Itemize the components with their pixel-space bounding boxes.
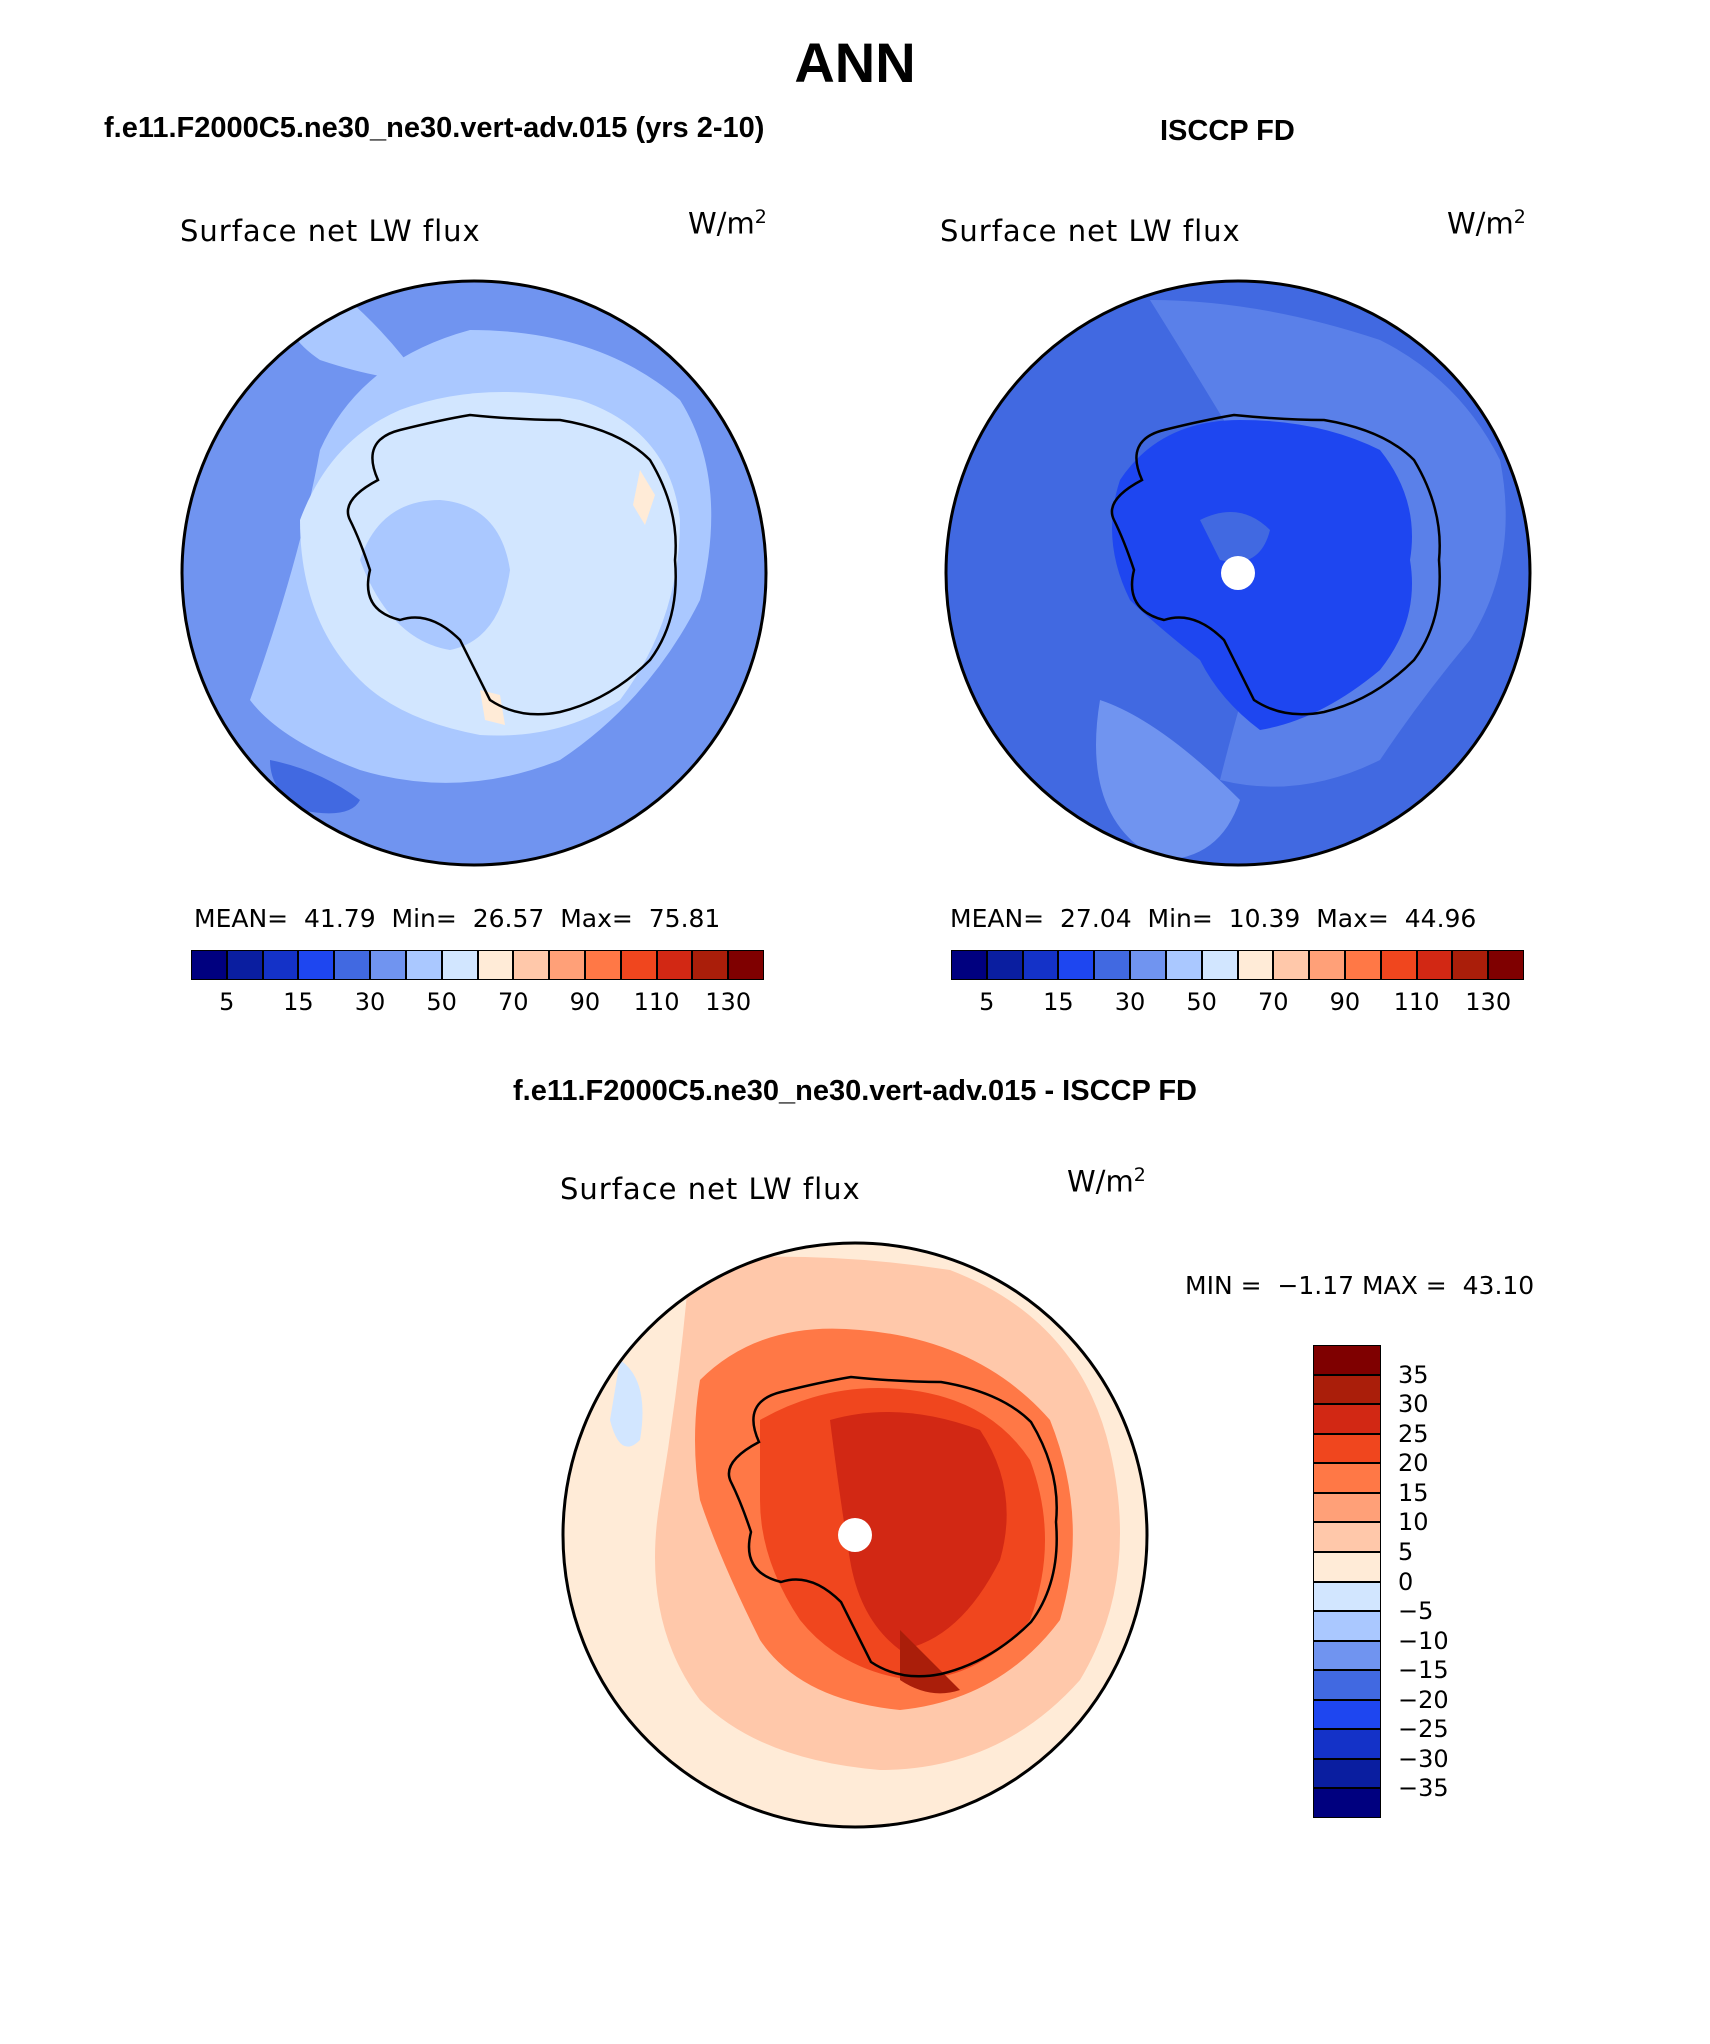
colorbar-tick-label: 5	[219, 988, 235, 1016]
colorbar-swatch	[513, 950, 550, 980]
colorbar-tick-label: −5	[1398, 1597, 1434, 1626]
colorbar-tick-label: 50	[1186, 988, 1217, 1016]
colorbar-tick-label: 70	[1258, 988, 1289, 1016]
colorbar-swatch	[1313, 1492, 1381, 1523]
obs-colorbar-ticks: 5 15 30 50 70 90 110 130	[951, 988, 1524, 1018]
colorbar-swatch	[620, 950, 657, 980]
colorbar-swatch	[1313, 1345, 1381, 1375]
colorbar-swatch	[1313, 1433, 1381, 1464]
colorbar-tick-label: 30	[354, 988, 386, 1016]
diff-stats: MIN = −1.17 MAX = 43.10	[1185, 1271, 1535, 1300]
model-stats: MEAN= 41.79 Min= 26.57 Max= 75.81	[194, 904, 721, 933]
colorbar-swatch	[477, 950, 514, 980]
colorbar-swatch	[656, 950, 693, 980]
colorbar-swatch	[549, 950, 585, 980]
obs-case-title: ISCCP FD	[1160, 115, 1295, 147]
colorbar-tick-label: 15	[1043, 988, 1074, 1016]
colorbar-swatch	[1313, 1581, 1381, 1612]
colorbar-tick-label: 110	[633, 988, 680, 1016]
diff-colorbar-ticks: 35 30 25 20 15 10 5 0 −5 −10 −15 −20 −25 −30 −35	[1398, 1345, 1518, 1818]
colorbar-tick-label: 50	[426, 988, 457, 1016]
colorbar-swatch	[1058, 950, 1095, 980]
obs-stats: MEAN= 27.04 Min= 10.39 Max= 44.96	[950, 904, 1477, 933]
model-case-title: f.e11.F2000C5.ne30_ne30.vert-adv.015 (yr…	[104, 112, 765, 144]
figure-title: ANN	[794, 31, 916, 94]
obs-units: W/m2	[1447, 206, 1526, 241]
colorbar-tick-label: 15	[283, 988, 314, 1016]
colorbar-swatch	[1094, 950, 1131, 980]
colorbar-tick-label: −30	[1398, 1744, 1449, 1773]
colorbar-swatch	[1313, 1611, 1381, 1641]
colorbar-swatch	[1165, 950, 1202, 980]
colorbar-swatch	[1313, 1404, 1381, 1434]
colorbar-tick-label: 35	[1398, 1360, 1429, 1389]
colorbar-tick-label: 5	[979, 988, 995, 1016]
colorbar-swatch	[1313, 1640, 1381, 1671]
colorbar-swatch	[1313, 1788, 1381, 1818]
colorbar-tick-label: 0	[1398, 1567, 1414, 1596]
colorbar-tick-label: 5	[1398, 1537, 1414, 1566]
colorbar-swatch	[298, 950, 335, 980]
colorbar-swatch	[1313, 1463, 1381, 1493]
colorbar-swatch	[951, 950, 987, 980]
colorbar-tick-label: 130	[1465, 988, 1512, 1016]
model-colorbar	[191, 950, 764, 980]
colorbar-swatch	[370, 950, 406, 980]
colorbar-tick-label: 130	[705, 988, 752, 1016]
colorbar-tick-label: 90	[1329, 988, 1361, 1016]
model-colorbar-ticks: 5 15 30 50 70 90 110 130	[191, 988, 764, 1018]
colorbar-swatch	[1380, 950, 1417, 980]
colorbar-tick-label: 20	[1398, 1449, 1429, 1478]
colorbar-swatch	[1488, 950, 1524, 980]
colorbar-swatch	[226, 950, 263, 980]
colorbar-swatch	[1416, 950, 1453, 980]
colorbar-swatch	[1309, 950, 1345, 980]
diff-units: W/m2	[1067, 1164, 1146, 1199]
diff-case-title: f.e11.F2000C5.ne30_ne30.vert-adv.015 - I…	[512, 1075, 1197, 1107]
colorbar-tick-label: −15	[1398, 1656, 1449, 1685]
colorbar-swatch	[1313, 1729, 1381, 1759]
colorbar-tick-label: 10	[1398, 1508, 1429, 1537]
colorbar-tick-label: 15	[1398, 1478, 1429, 1507]
colorbar-swatch	[441, 950, 478, 980]
model-units: W/m2	[688, 206, 767, 241]
colorbar-tick-label: 70	[498, 988, 529, 1016]
colorbar-swatch	[1130, 950, 1166, 980]
colorbar-swatch	[262, 950, 299, 980]
colorbar-swatch	[986, 950, 1023, 980]
colorbar-swatch	[692, 950, 729, 980]
colorbar-swatch	[1022, 950, 1059, 980]
colorbar-swatch	[1313, 1670, 1381, 1700]
colorbar-swatch	[728, 950, 764, 980]
colorbar-swatch	[1313, 1699, 1381, 1730]
colorbar-swatch	[1313, 1758, 1381, 1789]
obs-variable-label: Surface net LW flux	[940, 214, 1241, 248]
colorbar-swatch	[1201, 950, 1238, 980]
colorbar-swatch	[1313, 1374, 1381, 1405]
colorbar-swatch	[1313, 1522, 1381, 1552]
colorbar-swatch	[1237, 950, 1274, 980]
colorbar-swatch	[334, 950, 371, 980]
colorbar-tick-label: 30	[1114, 988, 1146, 1016]
colorbar-swatch	[1313, 1551, 1381, 1582]
colorbar-tick-label: −35	[1398, 1774, 1449, 1803]
colorbar-tick-label: 25	[1398, 1419, 1429, 1448]
obs-colorbar	[951, 950, 1524, 980]
colorbar-tick-label: 30	[1398, 1390, 1429, 1419]
colorbar-swatch	[584, 950, 621, 980]
colorbar-swatch	[1273, 950, 1310, 980]
colorbar-swatch	[191, 950, 227, 980]
colorbar-tick-label: 110	[1393, 988, 1440, 1016]
colorbar-tick-label: −20	[1398, 1685, 1449, 1714]
colorbar-tick-label: 90	[569, 988, 601, 1016]
colorbar-swatch	[1452, 950, 1489, 980]
colorbar-tick-label: −10	[1398, 1626, 1449, 1655]
colorbar-tick-label: −25	[1398, 1715, 1449, 1744]
diff-variable-label: Surface net LW flux	[560, 1172, 861, 1206]
colorbar-swatch	[405, 950, 442, 980]
diff-colorbar	[1313, 1345, 1381, 1818]
model-variable-label: Surface net LW flux	[180, 214, 481, 248]
colorbar-swatch	[1344, 950, 1381, 980]
